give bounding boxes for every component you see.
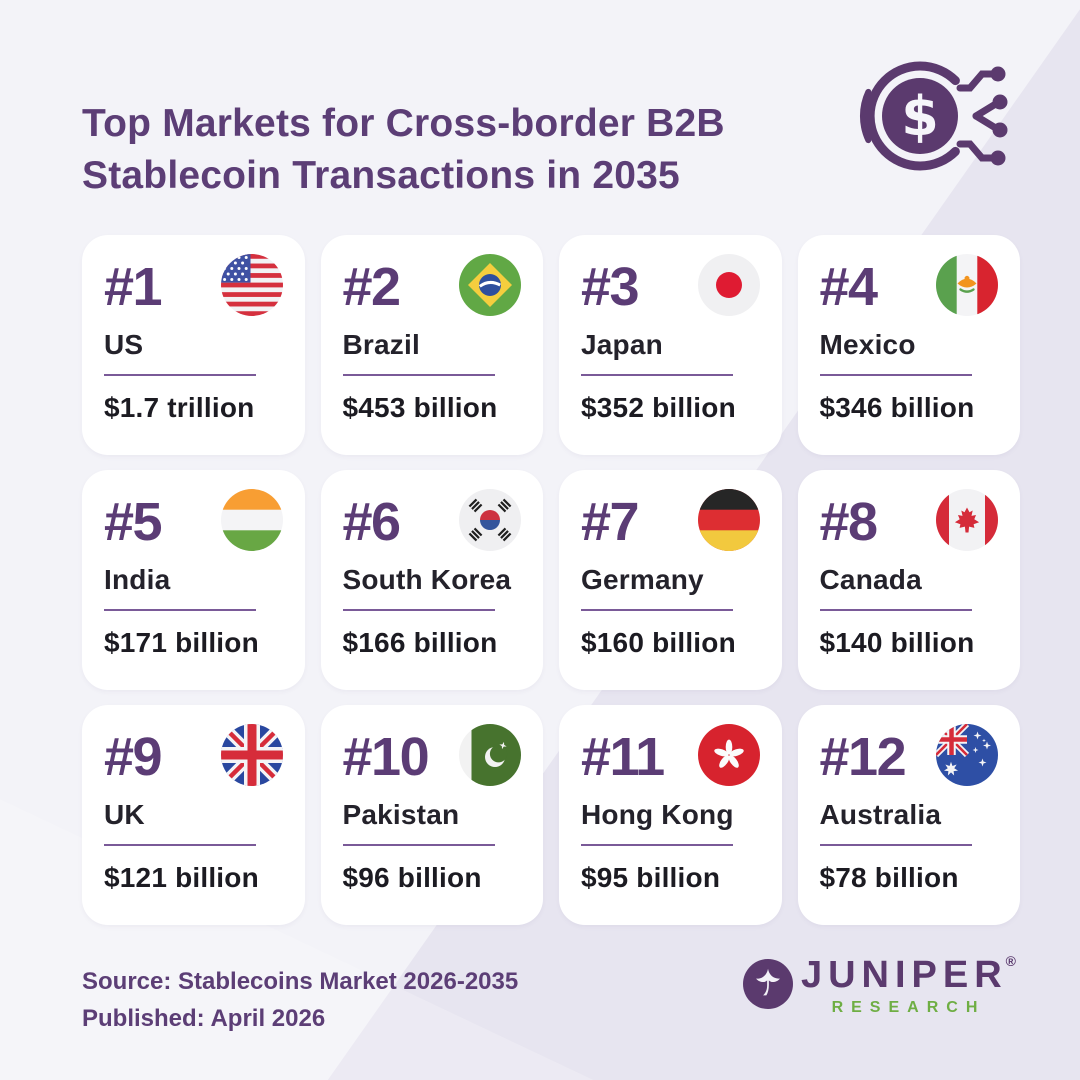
country-name: Mexico: [819, 329, 916, 360]
germany-flag-icon: [697, 489, 760, 551]
market-card-brazil: #2 Brazil $453 billion: [320, 235, 543, 455]
market-value: $352 billion: [581, 392, 736, 423]
market-card-australia: #12: [797, 705, 1020, 925]
market-value: $166 billion: [342, 627, 498, 658]
digital-dollar-circuit-icon: $: [848, 50, 1020, 198]
country-name: Canada: [819, 564, 922, 595]
divider: [104, 374, 256, 376]
rank-label: #9: [104, 727, 163, 787]
country-name: US: [104, 329, 144, 360]
rank-label: #4: [819, 257, 879, 317]
market-value: $78 billion: [819, 862, 959, 893]
brazil-flag-icon: [459, 254, 521, 316]
pakistan-flag-icon: [459, 724, 521, 786]
mexico-flag-icon: [936, 254, 998, 316]
market-value: $96 billion: [342, 862, 482, 893]
research-text: RESEARCH: [831, 999, 986, 1016]
divider: [342, 374, 495, 376]
market-value: $95 billion: [581, 862, 721, 893]
rank-label: #12: [819, 727, 907, 787]
market-card-uk: #9 UK $121 billion: [82, 705, 305, 925]
juniper-brand-text: JUNIPER ®: [800, 953, 1016, 996]
market-card-japan: #3 Japan $352 billion: [559, 235, 782, 455]
japan-flag-icon: [697, 254, 760, 316]
us-flag-icon: [220, 254, 283, 316]
divider: [342, 844, 495, 846]
market-card-us: #1: [82, 235, 305, 455]
rank-label: #7: [581, 492, 640, 552]
source-text: Source: Stablecoins Market 2026-2035: [82, 968, 519, 995]
market-value: $160 billion: [581, 627, 736, 658]
country-name: Hong Kong: [581, 799, 734, 830]
market-value: $140 billion: [819, 627, 975, 658]
divider: [581, 609, 733, 611]
country-name: Pakistan: [342, 799, 460, 830]
divider: [819, 374, 972, 376]
canada-flag-icon: [936, 489, 998, 551]
india-flag-icon: [220, 489, 283, 551]
divider: [819, 844, 972, 846]
rank-label: #8: [819, 492, 879, 552]
rank-label: #3: [581, 257, 640, 317]
divider: [581, 374, 733, 376]
svg-text:$: $: [901, 85, 939, 148]
juniper-logo-text: JUNIPER ® RESEARCH: [800, 953, 1016, 1017]
market-card-mexico: #4 Mexico $346 billion: [797, 235, 1020, 455]
country-name: Japan: [581, 329, 663, 360]
australia-flag-icon: [936, 724, 998, 786]
country-name: South Korea: [342, 564, 512, 595]
country-name: Germany: [581, 564, 704, 595]
rank-label: #6: [342, 492, 402, 552]
country-name: UK: [104, 799, 145, 830]
divider: [581, 844, 733, 846]
country-name: Brazil: [342, 329, 420, 360]
rank-label: #2: [342, 257, 402, 317]
market-value: $1.7 trillion: [104, 392, 255, 423]
market-card-south-korea: #6 South Korea: [320, 470, 543, 690]
page-title: Top Markets for Cross-border B2B Stablec…: [82, 102, 725, 197]
rank-label: #11: [581, 727, 665, 787]
hong-kong-flag-icon: [697, 724, 760, 786]
market-card-germany: #7 Germany $160 billion: [559, 470, 782, 690]
source-block: Source: Stablecoins Market 2026-2035 Pub…: [82, 963, 518, 1037]
divider: [104, 609, 256, 611]
divider: [342, 609, 495, 611]
country-name: India: [104, 564, 171, 595]
rank-label: #10: [342, 727, 430, 787]
market-card-india: #5 India $171 billion: [82, 470, 305, 690]
uk-flag-icon: [220, 724, 283, 786]
divider: [819, 609, 972, 611]
market-value: $453 billion: [342, 392, 498, 423]
south-korea-flag-icon: [459, 489, 521, 551]
juniper-research-logo: JUNIPER ® RESEARCH: [742, 953, 1016, 1017]
market-card-hong-kong: #11 Hong Kong $95 bi: [559, 705, 782, 925]
registered-mark: ®: [1005, 953, 1016, 969]
divider: [104, 844, 256, 846]
market-value: $171 billion: [104, 627, 259, 658]
market-value: $121 billion: [104, 862, 259, 893]
ranking-grid: #1: [82, 235, 1020, 925]
rank-label: #5: [104, 492, 163, 552]
juniper-logo-icon: [742, 958, 793, 1009]
market-value: $346 billion: [819, 392, 975, 423]
market-card-canada: #8 Canada $140 billion: [797, 470, 1020, 690]
market-card-pakistan: #10 Pakistan $96 billion: [320, 705, 543, 925]
published-text: Published: April 2026: [82, 1005, 326, 1033]
rank-label: #1: [104, 257, 163, 317]
country-name: Australia: [819, 799, 942, 830]
